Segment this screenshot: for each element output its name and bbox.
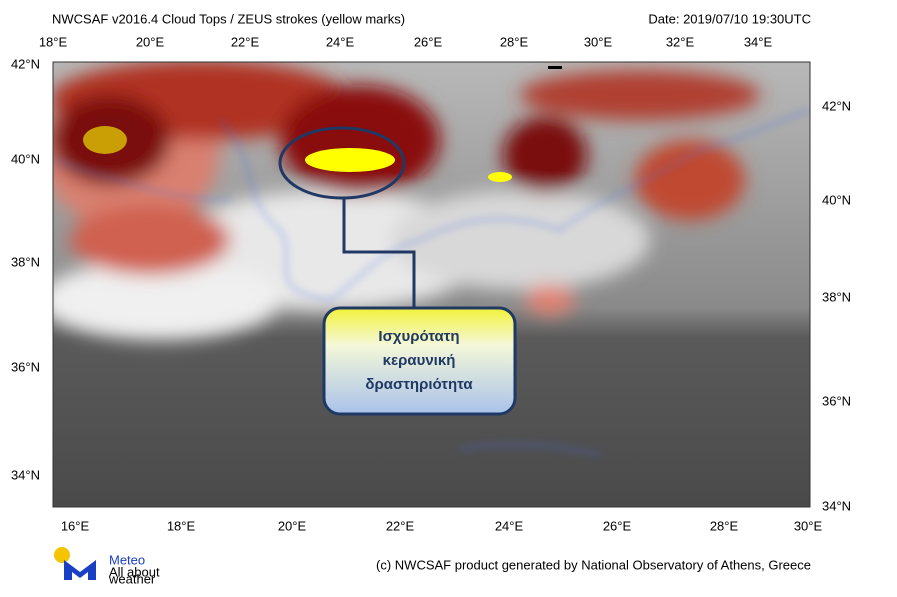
left-lat-label: 36°N — [11, 359, 40, 374]
annotation: Ισχυρότατη κεραυνική δραστηριότητα — [365, 328, 473, 393]
stroke-cluster — [305, 148, 395, 172]
coast — [53, 159, 231, 201]
right-lat-label: 38°N — [822, 289, 851, 304]
cloud-field — [53, 62, 760, 340]
top-lon-label: 22°E — [231, 34, 260, 49]
right-lat-label: 42°N — [822, 98, 851, 113]
top-lon-label: 26°E — [414, 34, 443, 49]
top-lon-label: 32°E — [666, 34, 695, 49]
logo-tagline: All about — [109, 564, 160, 579]
connector — [342, 198, 416, 310]
bottom-lon-label: 24°E — [495, 518, 524, 533]
cloud — [70, 205, 230, 275]
right-lat-label: 40°N — [822, 192, 851, 207]
coastlines — [53, 109, 810, 456]
map-frame — [52, 61, 811, 508]
marker — [548, 66, 562, 69]
left-lat-label: 38°N — [11, 254, 40, 269]
top-lon-label: 28°E — [500, 34, 529, 49]
cloud — [280, 85, 440, 195]
title: NWCSAF v2016.4 Cloud Tops / ZEUS strokes… — [52, 11, 405, 26]
stroke-cluster — [488, 172, 512, 182]
map-labels: 18°E 20°E 22°E 24°E 26°E 28°E 30°E 32°E 34°E 42°N… — [11, 34, 851, 533]
annotation-box — [322, 306, 517, 416]
cloud — [520, 70, 760, 120]
left-lat-label: 42°N — [11, 56, 40, 71]
left-lat-label: 40°N — [11, 151, 40, 166]
date: Date: 2019/07/10 19:30UTC — [648, 11, 811, 26]
highlight-ellipse — [278, 126, 406, 200]
bottom-lon-label: 30°E — [794, 518, 823, 533]
credit: (c) NWCSAF product generated by National… — [376, 557, 811, 572]
cloud — [503, 117, 587, 193]
bottom-lon-label: 20°E — [278, 518, 307, 533]
top-lon-label: 24°E — [326, 34, 355, 49]
logo-name: Meteo — [109, 552, 145, 567]
logo: Meteo All about weather — [54, 547, 160, 586]
annotation-line: Ισχυρότατη — [378, 328, 459, 345]
bottom-lon-label: 18°E — [167, 518, 196, 533]
top-lon-label: 34°E — [744, 34, 773, 49]
top-lon-label: 30°E — [584, 34, 613, 49]
logo-sun — [54, 547, 70, 563]
bottom-lon-label: 28°E — [710, 518, 739, 533]
cloud — [635, 140, 745, 220]
bottom-lon-label: 22°E — [386, 518, 415, 533]
right-lat-label: 36°N — [822, 393, 851, 408]
top-lon-label: 18°E — [39, 34, 68, 49]
left-lat-label: 34°N — [11, 467, 40, 482]
top-lon-label: 20°E — [136, 34, 165, 49]
coast — [459, 443, 601, 456]
bottom-lon-label: 26°E — [603, 518, 632, 533]
annotation-line: κεραυνική — [383, 352, 456, 369]
satellite-map — [53, 62, 810, 507]
stroke-cluster — [83, 126, 127, 154]
coast — [219, 109, 810, 301]
logo-mark — [64, 560, 96, 580]
right-lat-label: 34°N — [822, 498, 851, 513]
cloud — [53, 260, 280, 340]
lightning-strokes — [83, 126, 512, 182]
bottom-lon-label: 16°E — [61, 518, 90, 533]
cloud — [390, 190, 650, 290]
logo-tagline: weather — [108, 571, 156, 586]
cloud — [525, 285, 575, 315]
annotation-line: δραστηριότητα — [365, 376, 473, 393]
